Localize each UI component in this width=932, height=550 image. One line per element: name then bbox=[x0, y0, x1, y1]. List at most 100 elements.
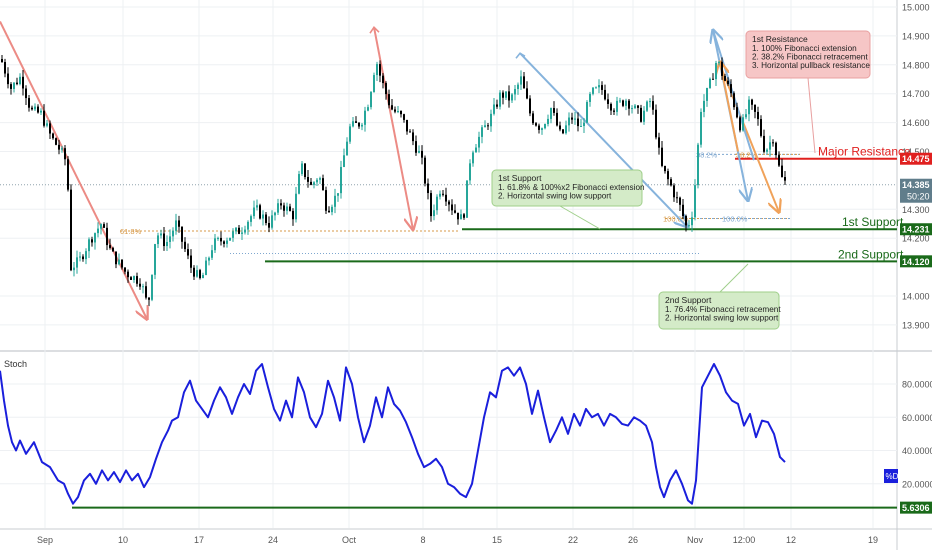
candle-body bbox=[406, 119, 408, 132]
candle-body bbox=[124, 267, 126, 272]
candle-body bbox=[658, 137, 660, 148]
candle-body bbox=[478, 136, 480, 148]
trend-arrow bbox=[519, 52, 687, 226]
candle-body bbox=[61, 148, 63, 150]
price-badge bbox=[900, 178, 932, 203]
candle-body bbox=[634, 105, 636, 109]
annotation-line: 2. 38.2% Fibonacci retracement bbox=[752, 53, 868, 62]
candle-body bbox=[784, 177, 786, 181]
candle-body bbox=[550, 108, 552, 119]
candle-body bbox=[553, 108, 555, 113]
candle-body bbox=[760, 119, 762, 136]
candle-body bbox=[640, 107, 642, 122]
candle-body bbox=[139, 283, 141, 287]
candle-body bbox=[745, 114, 747, 118]
candle-body bbox=[244, 229, 246, 233]
candle-body bbox=[523, 76, 525, 89]
fib-level-label: 100.0% bbox=[722, 215, 748, 224]
annotation-connector bbox=[807, 77, 816, 154]
candle-body bbox=[307, 177, 309, 182]
candle-body bbox=[664, 165, 666, 172]
candle-body bbox=[97, 228, 99, 234]
candle-body bbox=[250, 216, 252, 222]
candle-body bbox=[259, 205, 261, 219]
candle-body bbox=[31, 107, 33, 110]
candle-body bbox=[409, 131, 411, 133]
candle-body bbox=[781, 165, 783, 178]
candle-body bbox=[67, 159, 69, 190]
candle-body bbox=[568, 117, 570, 126]
candle-body bbox=[730, 84, 732, 94]
candle-body bbox=[382, 75, 384, 84]
candle-body bbox=[610, 103, 612, 111]
candle-body bbox=[733, 93, 735, 108]
candle-body bbox=[7, 73, 9, 85]
candle-body bbox=[202, 274, 204, 279]
candle-body bbox=[304, 163, 306, 178]
candle-body bbox=[325, 190, 327, 211]
candlestick-series bbox=[1, 54, 786, 307]
candle-body bbox=[76, 257, 78, 268]
support1-label: 1st Support bbox=[842, 215, 904, 229]
time-tick-label: 8 bbox=[420, 535, 425, 545]
candle-body bbox=[499, 92, 501, 107]
candle-body bbox=[34, 106, 36, 110]
time-axis: Sep 10 17 24 Oct 8 15 22 26 Nov 12:00 12 19 bbox=[37, 535, 878, 545]
annotation-title: 1st Resistance bbox=[752, 34, 808, 44]
candle-body bbox=[217, 237, 219, 239]
candle-body bbox=[589, 93, 591, 102]
candle-body bbox=[541, 128, 543, 130]
candle-body bbox=[346, 141, 348, 156]
candle-body bbox=[187, 249, 189, 256]
candle-body bbox=[22, 76, 24, 89]
time-tick-label: Nov bbox=[687, 535, 704, 545]
candle-body bbox=[601, 85, 603, 90]
candle-body bbox=[535, 123, 537, 126]
candle-body bbox=[82, 256, 84, 260]
candle-body bbox=[496, 104, 498, 107]
candle-body bbox=[55, 138, 57, 145]
candle-body bbox=[373, 75, 375, 93]
candle-body bbox=[127, 271, 129, 278]
time-tick-label: 26 bbox=[628, 535, 638, 545]
candle-body bbox=[298, 174, 300, 194]
candle-body bbox=[214, 238, 216, 251]
level-lines: Major Resistance 1st Support 2nd Support bbox=[0, 145, 911, 509]
candle-body bbox=[520, 76, 522, 85]
oscillator-grid bbox=[0, 383, 897, 485]
major-resistance-label: Major Resistance bbox=[818, 145, 911, 159]
price-tick-label: 14.700 bbox=[902, 89, 930, 99]
candle-body bbox=[256, 205, 258, 208]
candle-body bbox=[37, 106, 39, 113]
candle-body bbox=[175, 220, 177, 231]
candle-body bbox=[727, 80, 729, 85]
candle-body bbox=[118, 259, 120, 265]
candle-body bbox=[115, 251, 117, 265]
candle-body bbox=[418, 150, 420, 153]
candle-body bbox=[265, 214, 267, 224]
candle-body bbox=[133, 276, 135, 280]
candle-body bbox=[145, 286, 147, 298]
candle-body bbox=[94, 233, 96, 243]
annotation-title: 1st Support bbox=[498, 173, 542, 183]
candle-body bbox=[751, 99, 753, 105]
candle-body bbox=[646, 101, 648, 111]
candle-body bbox=[502, 92, 504, 98]
candle-body bbox=[493, 104, 495, 114]
fib-level-label: 38.2% bbox=[736, 150, 758, 159]
candle-body bbox=[529, 98, 531, 114]
candle-body bbox=[697, 144, 699, 186]
candle-body bbox=[472, 152, 474, 164]
candle-body bbox=[580, 126, 582, 128]
candle-body bbox=[223, 241, 225, 244]
price-badge-label: 14.120 bbox=[902, 257, 930, 267]
candle-body bbox=[199, 270, 201, 279]
candle-body bbox=[445, 194, 447, 202]
candle-body bbox=[172, 230, 174, 237]
time-tick-label: 10 bbox=[118, 535, 128, 545]
candle-body bbox=[457, 212, 459, 220]
candle-body bbox=[331, 206, 333, 213]
candle-body bbox=[328, 210, 330, 213]
candle-body bbox=[544, 124, 546, 129]
